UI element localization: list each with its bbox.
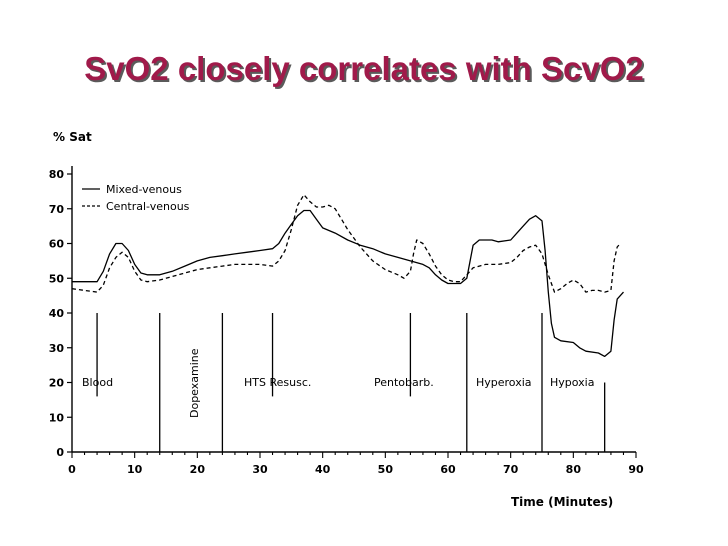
x-tick-label: 0 — [68, 463, 76, 476]
x-tick-label: 50 — [378, 463, 394, 476]
y-tick-label: 70 — [49, 203, 65, 216]
x-tick-label: 30 — [252, 463, 268, 476]
x-tick-label: 60 — [440, 463, 456, 476]
legend-label-mixed-venous: Mixed-venous — [106, 183, 182, 196]
y-tick-label: 0 — [56, 446, 64, 459]
annotation-hypoxia: Hypoxia — [550, 376, 594, 389]
series-line-central-venous — [71, 194, 621, 293]
x-tick-label: 80 — [566, 463, 582, 476]
slide-title: SvO2 closely correlates with ScvO2 — [84, 50, 644, 87]
y-tick-label: 30 — [49, 342, 65, 355]
event-labels: Blood Dopexamine HTS Resusc. Pentobarb. … — [82, 348, 594, 418]
y-tick-label: 20 — [49, 377, 65, 390]
x-axis-label: Time (Minutes) — [511, 495, 613, 509]
data-series — [71, 194, 624, 358]
y-tick-label: 50 — [49, 272, 65, 285]
x-tick-label: 90 — [628, 463, 644, 476]
y-tick-label: 60 — [49, 238, 65, 251]
annotation-dopexamine: Dopexamine — [188, 348, 201, 418]
x-tick-label: 10 — [127, 463, 143, 476]
series-line-mixed-venous — [72, 209, 624, 358]
y-tick-label: 10 — [49, 411, 65, 424]
x-tick-label: 70 — [503, 463, 519, 476]
y-tick-label: 80 — [49, 168, 65, 181]
legend-label-central-venous: Central-venous — [106, 200, 190, 213]
annotation-hts-resusc: HTS Resusc. — [244, 376, 311, 389]
x-tick-label: 40 — [315, 463, 331, 476]
annotation-hyperoxia: Hyperoxia — [476, 376, 532, 389]
event-markers — [96, 313, 606, 452]
y-tick-label: 40 — [49, 307, 65, 320]
legend: Mixed-venous Central-venous — [82, 183, 190, 213]
x-tick-label: 20 — [190, 463, 206, 476]
axes: 0 10 20 30 40 50 60 70 80 0 10 20 30 40 50 60 70 80 90 — [49, 166, 644, 476]
y-axis-label: % Sat — [53, 130, 92, 144]
annotation-pentobarb: Pentobarb. — [374, 376, 434, 389]
